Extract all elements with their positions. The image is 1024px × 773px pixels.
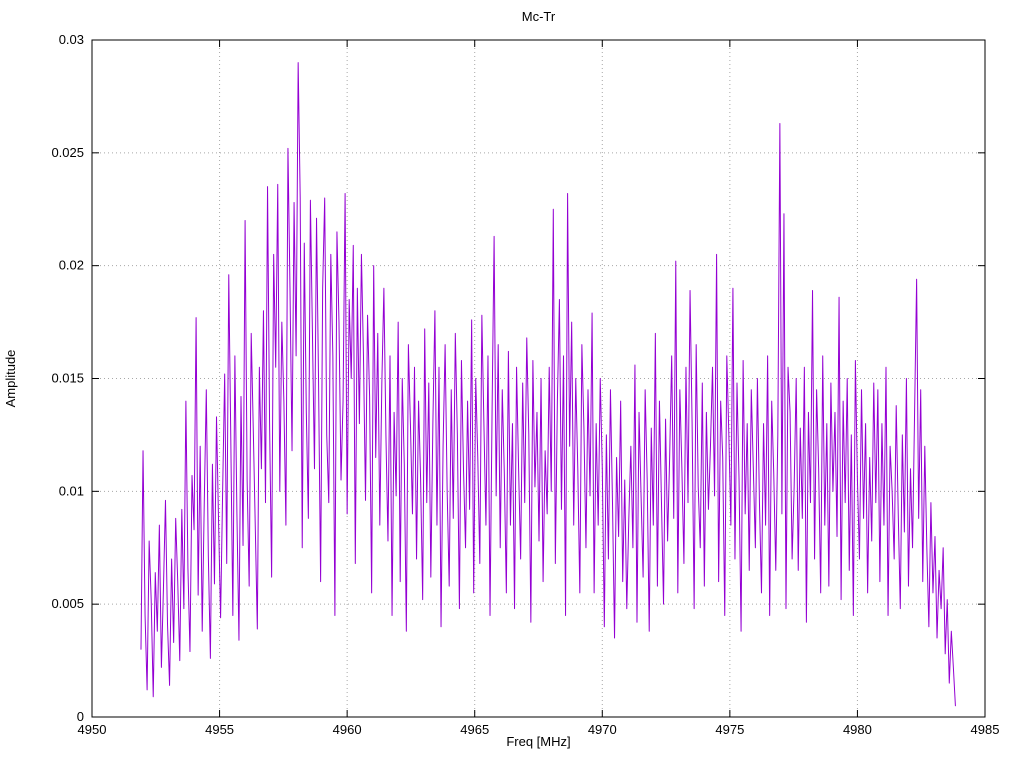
- y-tick-label: 0.025: [51, 145, 84, 160]
- x-tick-label: 4985: [971, 722, 1000, 737]
- chart-title: Mc-Tr: [522, 9, 556, 24]
- y-tick-label: 0.005: [51, 596, 84, 611]
- tick-labels: 4950 4955 4960 4965 4970 4975 4980 4985 0 0.005 0.…: [51, 32, 999, 737]
- y-tick-label: 0.015: [51, 371, 84, 386]
- y-tick-label: 0.02: [59, 258, 84, 273]
- x-tick-label: 4950: [78, 722, 107, 737]
- x-tick-label: 4970: [588, 722, 617, 737]
- y-tick-label: 0: [77, 709, 84, 724]
- x-tick-label: 4960: [333, 722, 362, 737]
- series-line-mc-tr: [140, 62, 956, 707]
- x-tick-label: 4980: [843, 722, 872, 737]
- y-tick-label: 0.01: [59, 483, 84, 498]
- plot-border: [91, 39, 986, 718]
- tick-marks: [91, 39, 986, 718]
- x-tick-label: 4955: [205, 722, 234, 737]
- y-tick-label: 0.03: [59, 32, 84, 47]
- x-tick-label: 4975: [715, 722, 744, 737]
- grid-lines: [91, 39, 986, 718]
- x-tick-label: 4965: [460, 722, 489, 737]
- y-axis-label: Amplitude: [3, 350, 18, 408]
- x-axis-label: Freq [MHz]: [506, 734, 570, 749]
